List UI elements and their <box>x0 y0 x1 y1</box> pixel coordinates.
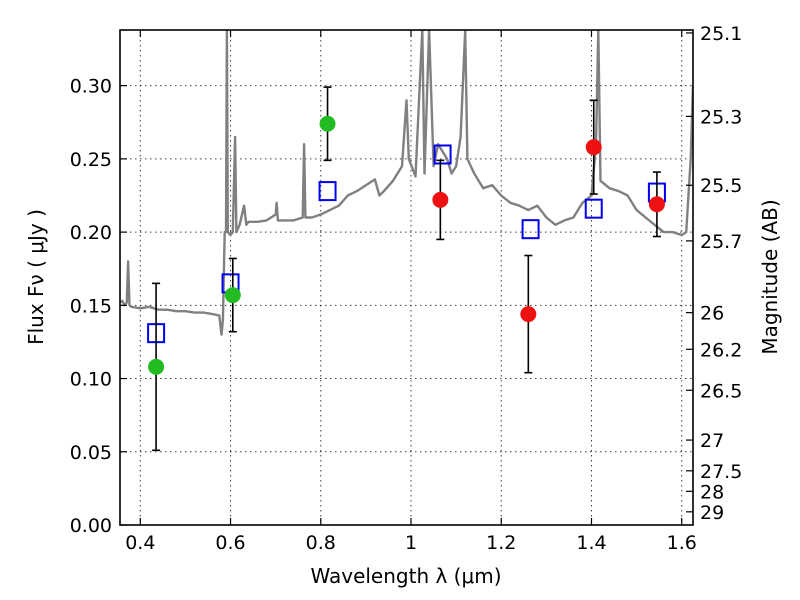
right-tick-label: 26.5 <box>700 380 742 402</box>
y-tick-label: 0.00 <box>70 515 112 537</box>
red-data-point <box>520 306 537 323</box>
right-tick-label: 26 <box>700 303 724 325</box>
right-axis-label: Magnitude (AB) <box>758 199 782 354</box>
red-data-point <box>585 139 602 156</box>
y-tick-label: 0.05 <box>70 442 112 464</box>
model-box <box>521 219 540 240</box>
green-data-point <box>148 358 165 375</box>
right-tick-label: 25.1 <box>700 23 742 45</box>
x-tick-label: 0.4 <box>125 532 155 554</box>
y-tick-label: 0.25 <box>70 149 112 171</box>
right-tick-label: 27.5 <box>700 461 742 483</box>
right-tick-label: 25.5 <box>700 175 742 197</box>
x-tick-label: 1 <box>405 532 417 554</box>
y-axis-label: Flux Fν ( μJy ) <box>24 209 48 345</box>
axis-ticks: 0.4 0.6 0.8 1 1.2 1.4 1.6 0.00 0.05 0.10 0.15 0.20 0… <box>70 23 743 554</box>
red-data-point <box>648 196 665 213</box>
spectrum-line <box>120 30 693 336</box>
model-box <box>433 144 452 165</box>
x-tick-label: 0.6 <box>215 532 245 554</box>
right-tick-label: 29 <box>700 502 724 524</box>
y-tick-label: 0.10 <box>70 369 112 391</box>
x-tick-label: 1.2 <box>486 532 516 554</box>
right-tick-label: 28 <box>700 481 724 503</box>
y-tick-label: 0.20 <box>70 222 112 244</box>
x-tick-label: 1.4 <box>576 532 606 554</box>
x-tick-label: 0.8 <box>306 532 336 554</box>
x-axis-label: Wavelength λ (μm) <box>310 564 501 588</box>
red-data-point <box>432 191 449 208</box>
green-data-point <box>319 115 336 132</box>
model-box <box>318 181 337 202</box>
green-data-point <box>224 287 241 304</box>
right-tick-label: 27 <box>700 430 724 452</box>
plot-frame <box>119 29 694 526</box>
y-tick-label: 0.15 <box>70 295 112 317</box>
right-tick-label: 25.3 <box>700 106 742 128</box>
right-tick-label: 25.7 <box>700 231 742 253</box>
y-tick-label: 0.30 <box>70 76 112 98</box>
right-tick-label: 26.2 <box>700 339 742 361</box>
model-box <box>584 198 603 219</box>
plot-data <box>120 30 693 452</box>
x-tick-label: 1.6 <box>667 532 697 554</box>
